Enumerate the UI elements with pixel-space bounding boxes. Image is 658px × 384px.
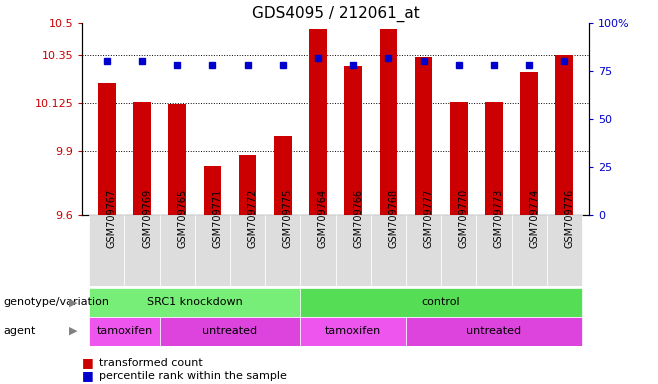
- Text: GSM709768: GSM709768: [388, 189, 398, 248]
- Text: ▶: ▶: [69, 326, 78, 336]
- Bar: [160, 215, 195, 286]
- Bar: [547, 215, 582, 286]
- Bar: [230, 215, 265, 286]
- Bar: [511, 215, 547, 286]
- Bar: [274, 136, 291, 215]
- Bar: [406, 317, 582, 346]
- Bar: [98, 83, 116, 215]
- Bar: [520, 72, 538, 215]
- Bar: [89, 215, 124, 286]
- Text: GSM709766: GSM709766: [353, 189, 363, 248]
- Bar: [301, 317, 406, 346]
- Text: GSM709772: GSM709772: [247, 189, 258, 248]
- Text: tamoxifen: tamoxifen: [325, 326, 381, 336]
- Text: ■: ■: [82, 356, 94, 369]
- Text: genotype/variation: genotype/variation: [3, 297, 109, 307]
- Text: ▶: ▶: [69, 297, 78, 307]
- Text: ■: ■: [82, 369, 94, 382]
- Text: GSM709770: GSM709770: [459, 189, 468, 248]
- Bar: [89, 288, 301, 317]
- Bar: [301, 288, 582, 317]
- Title: GDS4095 / 212061_at: GDS4095 / 212061_at: [252, 5, 419, 22]
- Bar: [370, 215, 406, 286]
- Bar: [265, 215, 301, 286]
- Bar: [380, 30, 397, 215]
- Text: transformed count: transformed count: [99, 358, 203, 368]
- Bar: [160, 317, 301, 346]
- Text: GSM709774: GSM709774: [529, 189, 539, 248]
- Text: GSM709767: GSM709767: [107, 189, 117, 248]
- Bar: [195, 215, 230, 286]
- Text: GSM709764: GSM709764: [318, 189, 328, 248]
- Text: GSM709769: GSM709769: [142, 189, 152, 248]
- Text: GSM709765: GSM709765: [177, 189, 188, 248]
- Bar: [336, 215, 370, 286]
- Text: untreated: untreated: [203, 326, 257, 336]
- Bar: [203, 166, 221, 215]
- Text: control: control: [422, 297, 461, 308]
- Bar: [476, 215, 511, 286]
- Bar: [239, 155, 257, 215]
- Bar: [485, 102, 503, 215]
- Text: GSM709773: GSM709773: [494, 189, 504, 248]
- Bar: [168, 104, 186, 215]
- Bar: [309, 30, 327, 215]
- Text: GSM709776: GSM709776: [565, 189, 574, 248]
- Bar: [89, 317, 160, 346]
- Text: GSM709771: GSM709771: [213, 189, 222, 248]
- Bar: [344, 66, 362, 215]
- Text: GSM709777: GSM709777: [424, 189, 434, 248]
- Bar: [415, 57, 432, 215]
- Bar: [555, 55, 573, 215]
- Bar: [441, 215, 476, 286]
- Text: SRC1 knockdown: SRC1 knockdown: [147, 297, 243, 308]
- Text: untreated: untreated: [467, 326, 522, 336]
- Bar: [450, 102, 468, 215]
- Bar: [301, 215, 336, 286]
- Text: agent: agent: [3, 326, 36, 336]
- Text: GSM709775: GSM709775: [283, 189, 293, 248]
- Bar: [124, 215, 160, 286]
- Text: tamoxifen: tamoxifen: [96, 326, 153, 336]
- Text: percentile rank within the sample: percentile rank within the sample: [99, 371, 287, 381]
- Bar: [134, 102, 151, 215]
- Bar: [406, 215, 441, 286]
